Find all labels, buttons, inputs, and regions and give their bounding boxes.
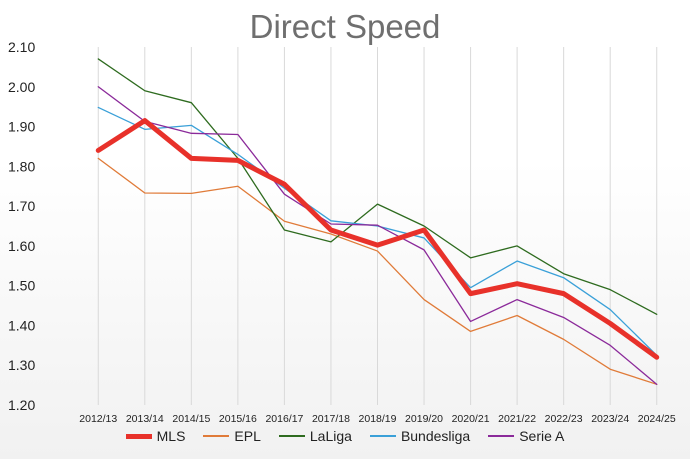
legend-item-epl: EPL xyxy=(203,428,261,444)
legend-swatch xyxy=(125,433,152,439)
legend-item-mls: MLS xyxy=(125,428,186,444)
x-tick-label: 2019/20 xyxy=(405,413,443,425)
legend-swatch xyxy=(203,435,230,437)
chart-title: Direct Speed xyxy=(249,8,441,45)
series-line-bundesliga xyxy=(97,106,658,356)
legend-swatch xyxy=(369,435,396,437)
legend-swatch xyxy=(278,435,305,437)
legend-label: Bundesliga xyxy=(400,428,471,444)
chart-legend: MLS EPL LaLiga Bundesliga Serie A xyxy=(0,428,690,444)
x-tick-label: 2015/16 xyxy=(219,413,257,425)
x-tick-label: 2023/24 xyxy=(591,413,629,425)
x-tick-label: 2020/21 xyxy=(452,413,490,425)
x-tick-label: 2014/15 xyxy=(172,413,210,425)
x-tick-label: 2012/13 xyxy=(79,413,117,425)
legend-item-serie-a: Serie A xyxy=(488,428,564,444)
series-line-laliga xyxy=(97,58,658,315)
y-tick-label: 1.60 xyxy=(8,238,35,254)
legend-item-laliga: LaLiga xyxy=(278,428,352,444)
series-line-serie-a xyxy=(97,86,658,385)
y-tick-label: 1.80 xyxy=(8,158,35,174)
x-tick-label: 2022/23 xyxy=(545,413,583,425)
y-tick-label: 2.00 xyxy=(8,79,35,95)
x-tick-label: 2016/17 xyxy=(265,413,303,425)
legend-label: LaLiga xyxy=(309,428,352,444)
y-tick-label: 1.40 xyxy=(8,317,35,333)
y-tick-label: 1.70 xyxy=(8,198,35,214)
x-tick-label: 2024/25 xyxy=(638,413,676,425)
x-tick-label: 2013/14 xyxy=(126,413,164,425)
legend-swatch xyxy=(488,435,515,437)
y-tick-label: 1.50 xyxy=(8,278,35,294)
legend-item-bundesliga: Bundesliga xyxy=(369,428,471,444)
y-tick-label: 2.10 xyxy=(8,39,35,55)
legend-label: Serie A xyxy=(519,428,565,444)
x-tick-label: 2017/18 xyxy=(312,413,350,425)
x-tick-label: 2018/19 xyxy=(359,413,397,425)
series-line-mls xyxy=(95,118,660,360)
series-line-epl xyxy=(97,157,658,385)
y-tick-label: 1.30 xyxy=(8,357,35,373)
legend-label: EPL xyxy=(234,428,261,444)
y-tick-label: 1.20 xyxy=(8,397,35,413)
legend-label: MLS xyxy=(156,428,186,444)
x-tick-label: 2021/22 xyxy=(498,413,536,425)
y-tick-label: 1.90 xyxy=(8,119,35,135)
